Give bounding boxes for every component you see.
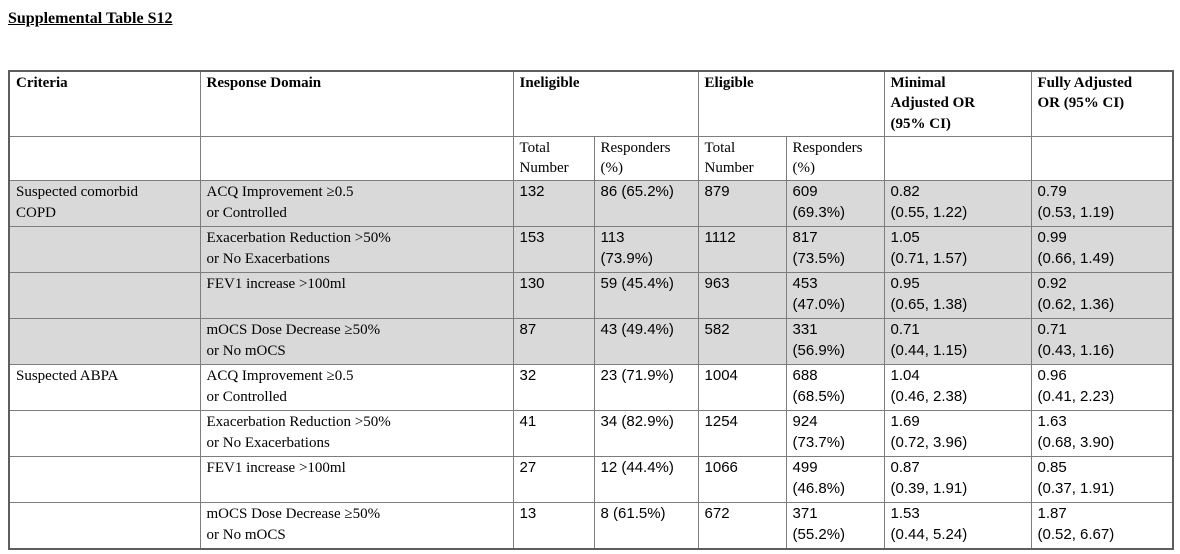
cell-fully-or: 0.99 (0.66, 1.49) — [1030, 226, 1174, 274]
cell-ineligible-responders: 86 (65.2%) — [593, 180, 699, 228]
cell-eligible-responders: 499 (46.8%) — [785, 456, 885, 504]
cell-response-domain: Exacerbation Reduction >50% or No Exacer… — [199, 410, 514, 458]
header-row-main: Criteria Response Domain Ineligible Elig… — [8, 70, 1174, 137]
cell-eligible-total: 963 — [697, 272, 787, 320]
cell-eligible-responders: 609 (69.3%) — [785, 180, 885, 228]
subheader-total-number-ineligible: Total Number — [512, 135, 595, 182]
cell-ineligible-total: 32 — [512, 364, 595, 412]
cell-criteria — [8, 318, 201, 366]
table-row: FEV1 increase >100ml 130 59 (45.4%) 963 … — [8, 272, 1174, 320]
empty-cell — [8, 135, 201, 182]
cell-fully-or: 0.96 (0.41, 2.23) — [1030, 364, 1174, 412]
cell-eligible-responders: 453 (47.0%) — [785, 272, 885, 320]
cell-fully-or: 0.92 (0.62, 1.36) — [1030, 272, 1174, 320]
cell-fully-or: 1.87 (0.52, 6.67) — [1030, 502, 1174, 550]
cell-ineligible-responders: 59 (45.4%) — [593, 272, 699, 320]
cell-ineligible-total: 27 — [512, 456, 595, 504]
cell-ineligible-total: 132 — [512, 180, 595, 228]
cell-ineligible-total: 13 — [512, 502, 595, 550]
cell-criteria — [8, 272, 201, 320]
cell-minimal-or: 0.82 (0.55, 1.22) — [883, 180, 1032, 228]
cell-response-domain: Exacerbation Reduction >50% or No Exacer… — [199, 226, 514, 274]
cell-ineligible-total: 153 — [512, 226, 595, 274]
cell-eligible-responders: 331 (56.9%) — [785, 318, 885, 366]
cell-fully-or: 0.79 (0.53, 1.19) — [1030, 180, 1174, 228]
cell-minimal-or: 1.53 (0.44, 5.24) — [883, 502, 1032, 550]
subheader-total-number-eligible: Total Number — [697, 135, 787, 182]
cell-eligible-total: 1254 — [697, 410, 787, 458]
cell-eligible-responders: 371 (55.2%) — [785, 502, 885, 550]
table-row: FEV1 increase >100ml 27 12 (44.4%) 1066 … — [8, 456, 1174, 504]
cell-minimal-or: 0.71 (0.44, 1.15) — [883, 318, 1032, 366]
cell-ineligible-responders: 23 (71.9%) — [593, 364, 699, 412]
cell-fully-or: 1.63 (0.68, 3.90) — [1030, 410, 1174, 458]
cell-minimal-or: 0.87 (0.39, 1.91) — [883, 456, 1032, 504]
cell-response-domain: ACQ Improvement ≥0.5 or Controlled — [199, 364, 514, 412]
cell-ineligible-total: 87 — [512, 318, 595, 366]
table-row: mOCS Dose Decrease ≥50% or No mOCS 13 8 … — [8, 502, 1174, 550]
cell-response-domain: mOCS Dose Decrease ≥50% or No mOCS — [199, 502, 514, 550]
cell-ineligible-responders: 34 (82.9%) — [593, 410, 699, 458]
cell-eligible-responders: 688 (68.5%) — [785, 364, 885, 412]
cell-ineligible-responders: 113 (73.9%) — [593, 226, 699, 274]
cell-eligible-total: 1112 — [697, 226, 787, 274]
cell-eligible-responders: 924 (73.7%) — [785, 410, 885, 458]
empty-cell — [199, 135, 514, 182]
cell-criteria: Suspected comorbid COPD — [8, 180, 201, 228]
empty-cell — [1030, 135, 1174, 182]
cell-ineligible-total: 41 — [512, 410, 595, 458]
header-row-sub: Total Number Responders (%) Total Number… — [8, 135, 1174, 182]
cell-ineligible-total: 130 — [512, 272, 595, 320]
cell-minimal-or: 1.69 (0.72, 3.96) — [883, 410, 1032, 458]
header-criteria: Criteria — [8, 70, 201, 137]
cell-fully-or: 0.85 (0.37, 1.91) — [1030, 456, 1174, 504]
header-minimal-adjusted-or: Minimal Adjusted OR (95% CI) — [883, 70, 1032, 137]
cell-criteria — [8, 410, 201, 458]
cell-eligible-responders: 817 (73.5%) — [785, 226, 885, 274]
empty-cell — [883, 135, 1032, 182]
cell-response-domain: mOCS Dose Decrease ≥50% or No mOCS — [199, 318, 514, 366]
cell-criteria — [8, 456, 201, 504]
cell-criteria — [8, 226, 201, 274]
header-fully-adjusted-or: Fully Adjusted OR (95% CI) — [1030, 70, 1174, 137]
cell-response-domain: ACQ Improvement ≥0.5 or Controlled — [199, 180, 514, 228]
table-row: Exacerbation Reduction >50% or No Exacer… — [8, 226, 1174, 274]
cell-eligible-total: 1066 — [697, 456, 787, 504]
cell-eligible-total: 1004 — [697, 364, 787, 412]
cell-response-domain: FEV1 increase >100ml — [199, 272, 514, 320]
document-title: Supplemental Table S12 — [8, 10, 173, 27]
header-ineligible: Ineligible — [512, 70, 699, 137]
cell-response-domain: FEV1 increase >100ml — [199, 456, 514, 504]
supplemental-table: Criteria Response Domain Ineligible Elig… — [8, 70, 1175, 550]
cell-ineligible-responders: 12 (44.4%) — [593, 456, 699, 504]
cell-fully-or: 0.71 (0.43, 1.16) — [1030, 318, 1174, 366]
table-row: Suspected ABPA ACQ Improvement ≥0.5 or C… — [8, 364, 1174, 412]
cell-eligible-total: 582 — [697, 318, 787, 366]
cell-minimal-or: 1.05 (0.71, 1.57) — [883, 226, 1032, 274]
cell-criteria: Suspected ABPA — [8, 364, 201, 412]
cell-eligible-total: 879 — [697, 180, 787, 228]
cell-ineligible-responders: 43 (49.4%) — [593, 318, 699, 366]
cell-eligible-total: 672 — [697, 502, 787, 550]
subheader-responders-eligible: Responders (%) — [785, 135, 885, 182]
table-row: mOCS Dose Decrease ≥50% or No mOCS 87 43… — [8, 318, 1174, 366]
cell-minimal-or: 1.04 (0.46, 2.38) — [883, 364, 1032, 412]
header-response-domain: Response Domain — [199, 70, 514, 137]
header-eligible: Eligible — [697, 70, 885, 137]
subheader-responders-ineligible: Responders (%) — [593, 135, 699, 182]
table-row: Suspected comorbid COPD ACQ Improvement … — [8, 180, 1174, 228]
table-row: Exacerbation Reduction >50% or No Exacer… — [8, 410, 1174, 458]
cell-criteria — [8, 502, 201, 550]
cell-minimal-or: 0.95 (0.65, 1.38) — [883, 272, 1032, 320]
cell-ineligible-responders: 8 (61.5%) — [593, 502, 699, 550]
